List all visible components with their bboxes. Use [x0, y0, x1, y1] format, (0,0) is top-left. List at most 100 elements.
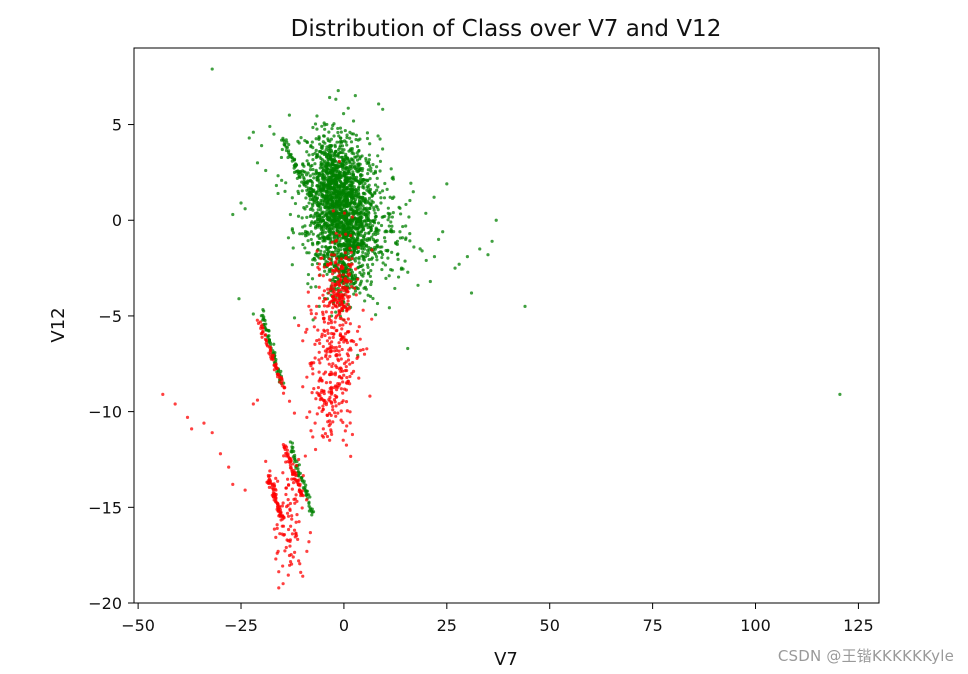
green-point: [359, 218, 363, 222]
green-point: [329, 231, 333, 235]
green-point: [351, 158, 355, 162]
red-point: [285, 511, 290, 515]
red-point: [346, 272, 350, 276]
red-point: [329, 387, 334, 391]
red-point: [348, 362, 352, 366]
red-point: [317, 273, 321, 277]
red-point: [325, 413, 330, 418]
green-point: [343, 128, 347, 133]
red-point: [313, 356, 317, 360]
red-point: [333, 411, 337, 415]
red-point: [255, 398, 260, 402]
green-point: [312, 176, 316, 180]
red-point: [343, 286, 347, 290]
green-point: [369, 226, 373, 230]
green-point: [380, 245, 384, 249]
red-point: [332, 326, 336, 330]
green-point: [345, 244, 349, 248]
red-point: [345, 424, 349, 428]
red-point: [349, 250, 353, 255]
green-point: [465, 255, 469, 259]
green-point: [329, 191, 333, 195]
green-point: [363, 244, 367, 248]
green-point: [360, 247, 365, 251]
red-point: [330, 284, 334, 288]
red-point: [339, 418, 343, 422]
green-point: [349, 238, 353, 242]
red-point: [313, 421, 317, 425]
green-point: [300, 169, 305, 173]
red-point: [332, 253, 337, 257]
green-point: [313, 122, 318, 126]
green-point: [293, 460, 297, 464]
red-point: [320, 256, 324, 260]
green-point: [334, 164, 338, 168]
green-point: [325, 163, 330, 167]
green-point: [357, 261, 361, 265]
green-point: [306, 272, 311, 277]
green-point: [353, 202, 357, 206]
green-point: [323, 230, 328, 234]
green-point: [328, 95, 332, 100]
green-point: [375, 258, 379, 262]
green-point: [321, 140, 325, 144]
green-point: [310, 188, 314, 192]
red-point: [281, 391, 286, 395]
green-point: [359, 273, 364, 277]
red-point: [330, 240, 334, 244]
red-point: [339, 287, 344, 292]
green-point: [371, 200, 375, 204]
red-point: [281, 517, 285, 521]
green-point: [351, 132, 356, 136]
green-point: [309, 237, 313, 242]
red-point: [334, 414, 338, 418]
red-point: [329, 372, 333, 376]
red-point: [276, 509, 280, 513]
red-point: [272, 484, 276, 488]
red-point: [358, 337, 362, 341]
green-point: [353, 166, 357, 171]
green-point: [297, 191, 301, 196]
green-point: [378, 191, 382, 195]
red-point: [297, 559, 301, 563]
red-point: [268, 469, 272, 473]
green-point: [355, 220, 359, 224]
red-point: [274, 535, 278, 539]
green-point: [359, 230, 364, 234]
red-point: [286, 483, 291, 487]
green-point: [441, 230, 445, 234]
red-point: [350, 262, 354, 266]
red-point: [329, 261, 333, 265]
green-point: [325, 251, 330, 256]
red-point: [290, 517, 294, 521]
red-point: [330, 272, 335, 276]
green-point: [344, 198, 348, 202]
red-point: [348, 322, 352, 326]
green-point: [319, 181, 323, 185]
green-point: [365, 248, 370, 252]
red-point: [321, 427, 325, 431]
green-point: [345, 185, 349, 189]
red-point: [339, 409, 343, 413]
green-point: [327, 151, 331, 156]
green-point: [366, 265, 370, 269]
green-point: [335, 140, 339, 144]
green-point: [342, 139, 347, 143]
green-point: [338, 145, 342, 150]
red-point: [322, 265, 326, 269]
red-point: [282, 454, 286, 458]
green-point: [369, 166, 373, 170]
green-point: [389, 268, 393, 272]
green-point: [255, 161, 260, 165]
green-point: [380, 267, 384, 272]
red-point: [324, 310, 328, 314]
green-point: [399, 266, 404, 270]
watermark-text: CSDN @王锴KKKKKKyle: [777, 647, 954, 665]
red-point: [291, 481, 296, 485]
chart-title: Distribution of Class over V7 and V12: [291, 16, 722, 42]
points-layer: [161, 67, 842, 590]
green-point: [280, 178, 284, 182]
green-point: [334, 173, 338, 177]
green-point: [381, 107, 385, 111]
green-point: [370, 235, 374, 239]
